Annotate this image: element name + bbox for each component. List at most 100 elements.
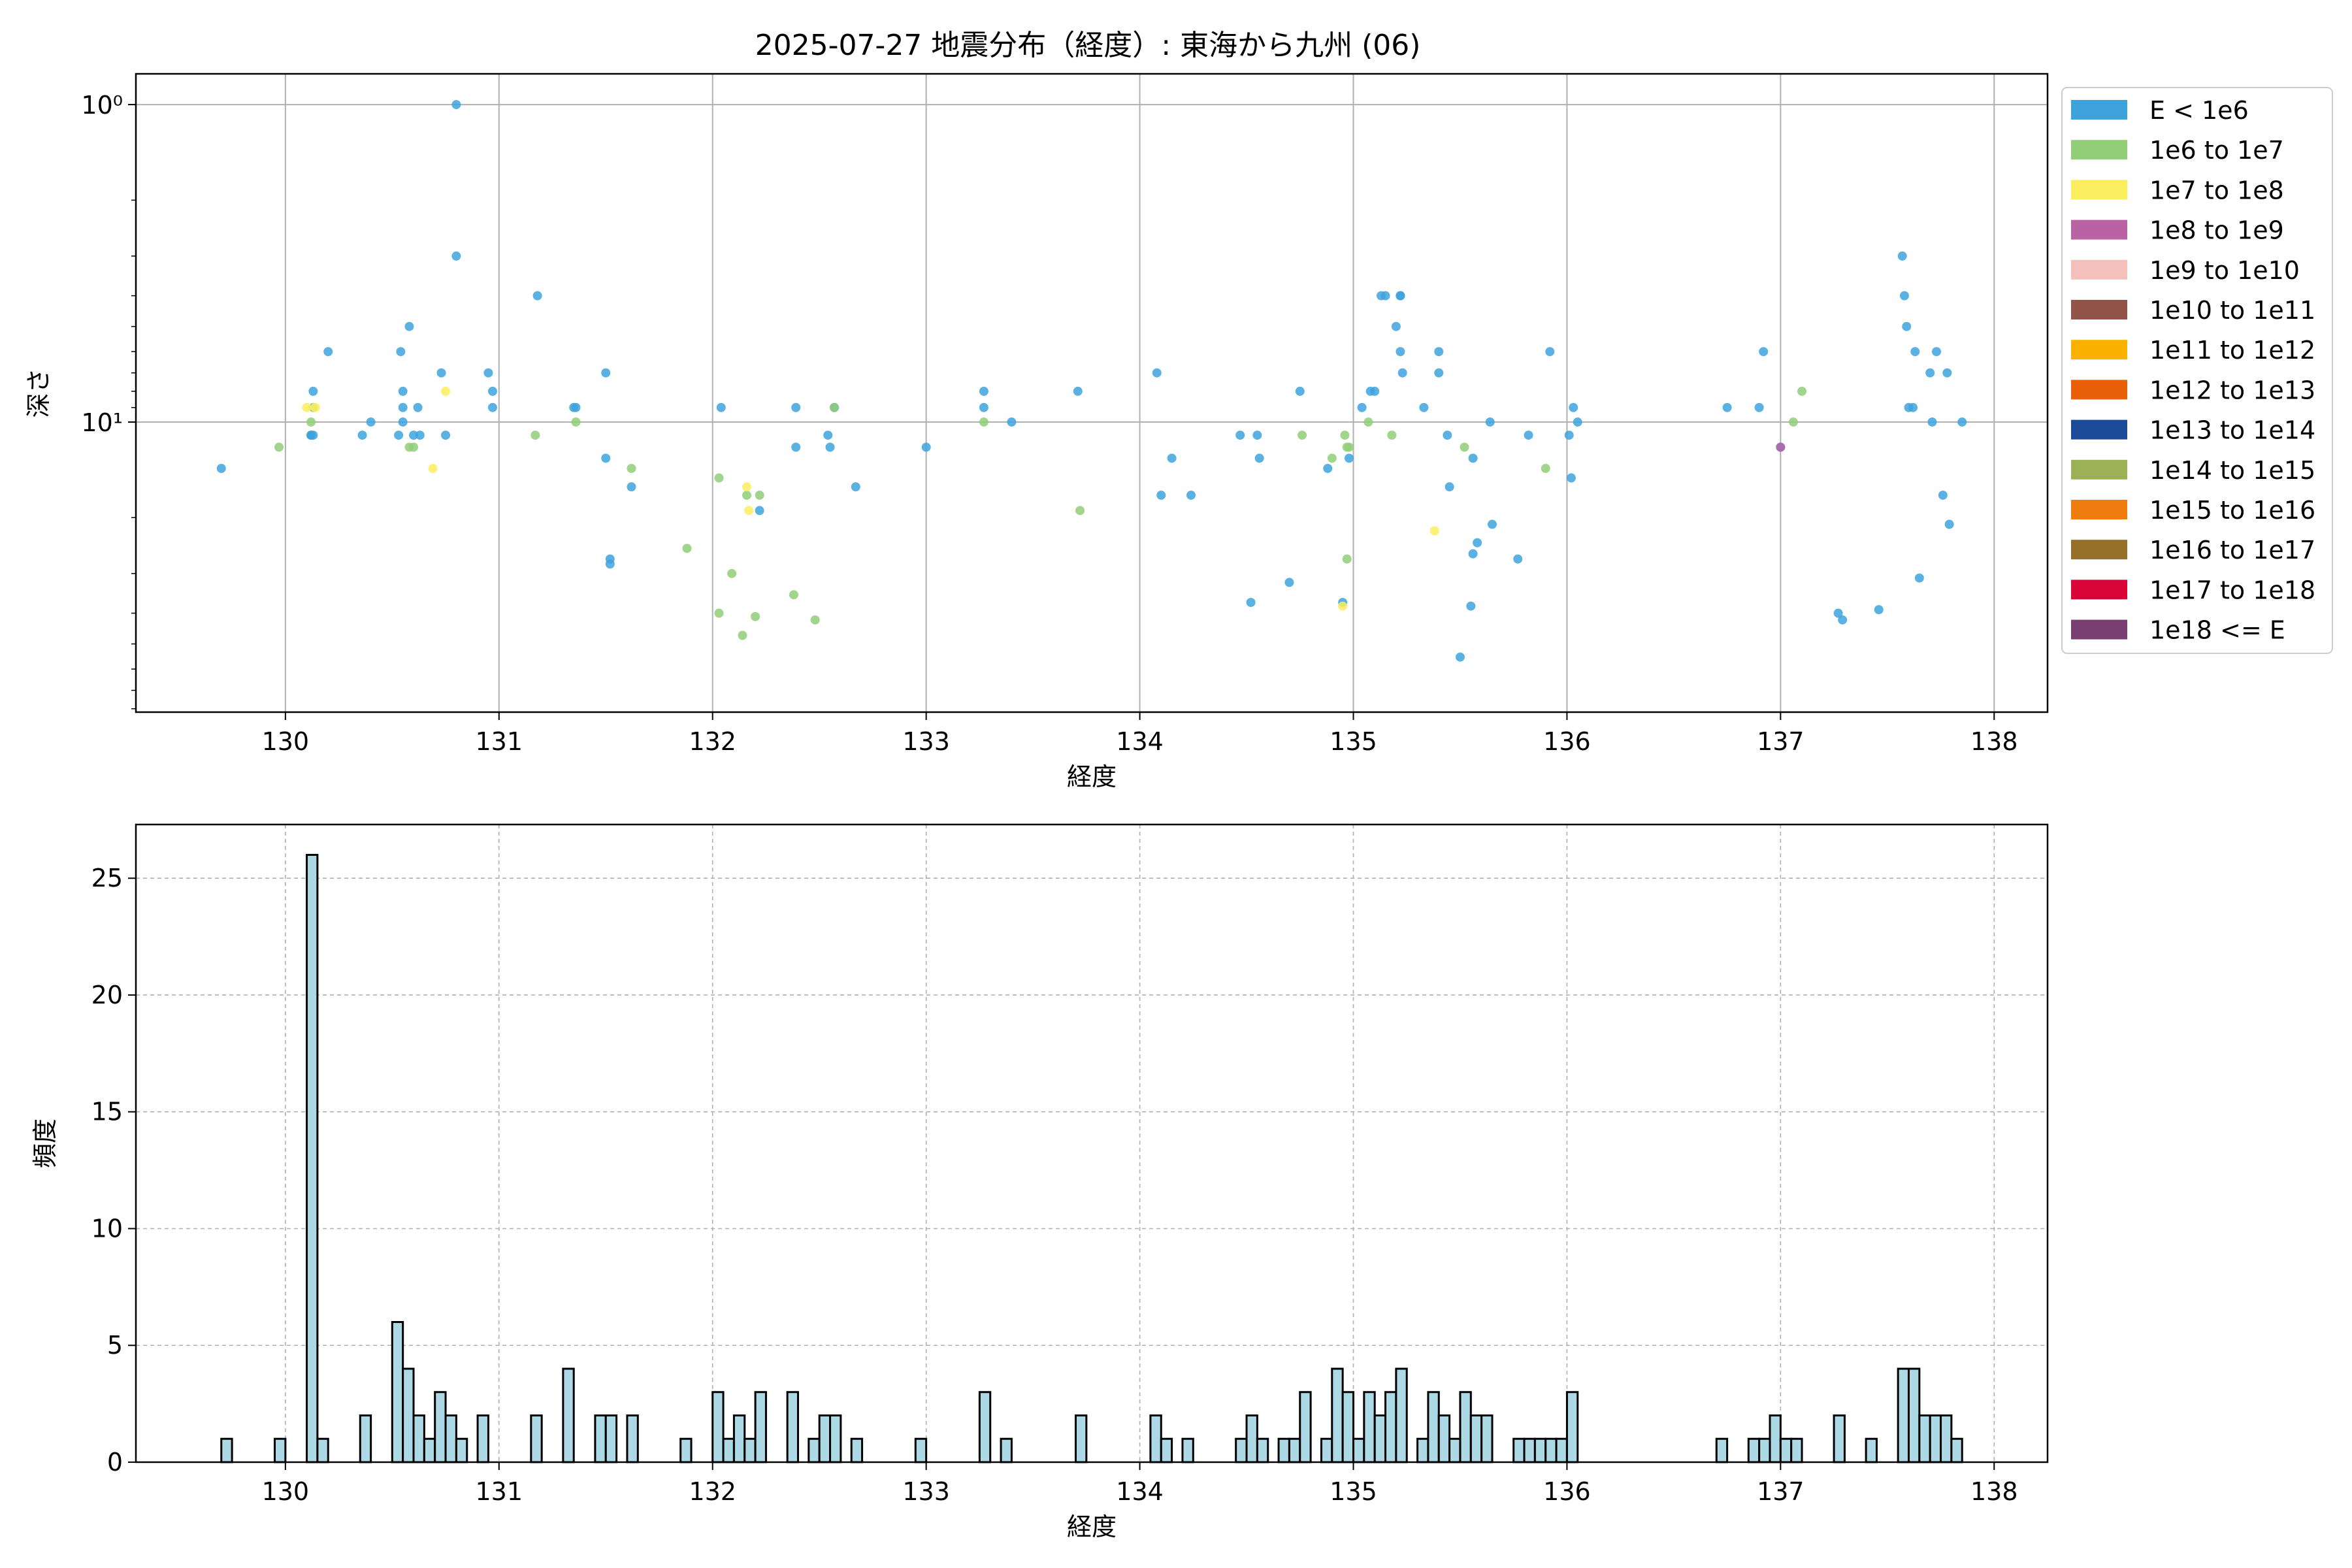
legend-swatch (2071, 259, 2127, 280)
histogram-bar (1320, 1437, 1333, 1463)
scatter-point (1295, 386, 1305, 396)
histogram-y-tick-label: 25 (91, 864, 123, 892)
histogram-bar (711, 1391, 725, 1463)
histogram-bar (1523, 1437, 1536, 1463)
histogram-bar (1437, 1414, 1451, 1463)
scatter-x-axis-label: 経度 (1067, 762, 1117, 791)
scatter-point (1443, 431, 1452, 440)
scatter-point (1759, 347, 1769, 357)
scatter-x-tick-label: 136 (1543, 727, 1591, 756)
histogram-panel: 130 131 132 133 134 135 136 137 138 0 5 10 15 20 25 経… (31, 823, 2049, 1541)
histogram-bar (829, 1414, 842, 1463)
scatter-point (451, 100, 461, 110)
scatter-point (487, 402, 497, 412)
legend-swatch (2071, 300, 2127, 319)
histogram-grid (136, 825, 2048, 1463)
histogram-bar (1288, 1437, 1301, 1463)
legend-item: 1e8 to 1e9 (2071, 216, 2284, 245)
scatter-point (1246, 598, 1256, 608)
histogram-bar (1384, 1391, 1397, 1463)
scatter-point (823, 431, 833, 440)
legend-swatch (2071, 419, 2127, 440)
scatter-point (1344, 453, 1354, 463)
histogram-bar (978, 1391, 992, 1463)
scatter-point (1370, 386, 1380, 396)
scatter-points (216, 100, 1967, 662)
scatter-point (396, 347, 406, 357)
histogram-bar (1149, 1414, 1162, 1463)
scatter-point (979, 417, 988, 427)
histogram-x-tick-label: 135 (1330, 1477, 1377, 1506)
scatter-point (714, 473, 724, 483)
scatter-point (1387, 431, 1397, 440)
histogram-bar (1299, 1391, 1312, 1463)
legend-label: 1e11 to 1e12 (2149, 336, 2315, 365)
scatter-point (1455, 652, 1465, 662)
histogram-bar (1000, 1437, 1013, 1463)
scatter-point (415, 431, 425, 440)
histogram-bar (1907, 1367, 1921, 1463)
histogram-bar (594, 1414, 607, 1463)
histogram-bar (914, 1437, 928, 1463)
scatter-point (531, 431, 540, 440)
scatter-point (216, 463, 226, 473)
scatter-point (398, 386, 408, 396)
scatter-point (1007, 417, 1017, 427)
scatter-point (1874, 605, 1884, 615)
scatter-point (1391, 321, 1401, 331)
scatter-frame (135, 73, 2049, 713)
legend-swatch (2071, 619, 2127, 640)
scatter-point (1344, 442, 1354, 452)
scatter-point (1167, 453, 1177, 463)
scatter-point (413, 402, 423, 412)
histogram-bar (1427, 1391, 1440, 1463)
scatter-point (1340, 431, 1350, 440)
figure-title: 2025-07-27 地震分布（経度）: 東海から九州 (06) (755, 29, 1421, 62)
scatter-point (1254, 453, 1264, 463)
scatter-point (1429, 526, 1439, 536)
legend-label: 1e13 to 1e14 (2149, 416, 2315, 445)
scatter-point (682, 544, 692, 553)
scatter-point (1156, 490, 1166, 500)
histogram-x-tick-label: 134 (1116, 1477, 1164, 1506)
scatter-point (302, 402, 312, 412)
legend-label: E < 1e6 (2149, 96, 2249, 125)
scatter-point (830, 402, 840, 412)
legend-swatch (2071, 100, 2127, 120)
histogram-bar (1758, 1437, 1771, 1463)
legend-label: 1e17 to 1e18 (2149, 576, 2315, 604)
histogram-bar (1715, 1437, 1729, 1463)
histogram-bar (1277, 1437, 1290, 1463)
histogram-y-axis-label: 頻度 (31, 1119, 59, 1168)
legend-item: 1e11 to 1e12 (2071, 336, 2315, 365)
scatter-point (791, 442, 801, 452)
histogram-bar (1352, 1437, 1365, 1463)
histogram-bar (316, 1437, 329, 1463)
scatter-point (571, 417, 581, 427)
histogram-frame (135, 823, 2049, 1463)
legend-label: 1e14 to 1e15 (2149, 456, 2315, 485)
scatter-point (308, 431, 318, 440)
scatter-point (436, 368, 446, 378)
scatter-point (1524, 431, 1533, 440)
histogram-x-tick-label: 136 (1543, 1477, 1591, 1506)
scatter-point (441, 386, 451, 396)
histogram-bar (1074, 1414, 1088, 1463)
histogram-bar (1544, 1437, 1558, 1463)
scatter-point (1468, 453, 1478, 463)
scatter-point (1434, 347, 1444, 357)
scatter-y-tick-label: 10¹ (81, 408, 123, 437)
histogram-bar (1769, 1414, 1782, 1463)
scatter-panel: 130 131 132 133 134 135 136 137 138 10⁰ 10¹ 経度 深さ (24, 73, 2049, 791)
scatter-point (409, 431, 419, 440)
histogram-bar (754, 1391, 767, 1463)
histogram-bar (679, 1437, 693, 1463)
legend-label: 1e12 to 1e13 (2149, 376, 2315, 404)
scatter-point (1298, 431, 1307, 440)
scatter-point (441, 431, 451, 440)
scatter-point (979, 402, 988, 412)
scatter-point (1419, 402, 1429, 412)
scatter-point (409, 442, 419, 452)
histogram-x-ticks: 130 131 132 133 134 135 136 137 138 (262, 1462, 2018, 1506)
